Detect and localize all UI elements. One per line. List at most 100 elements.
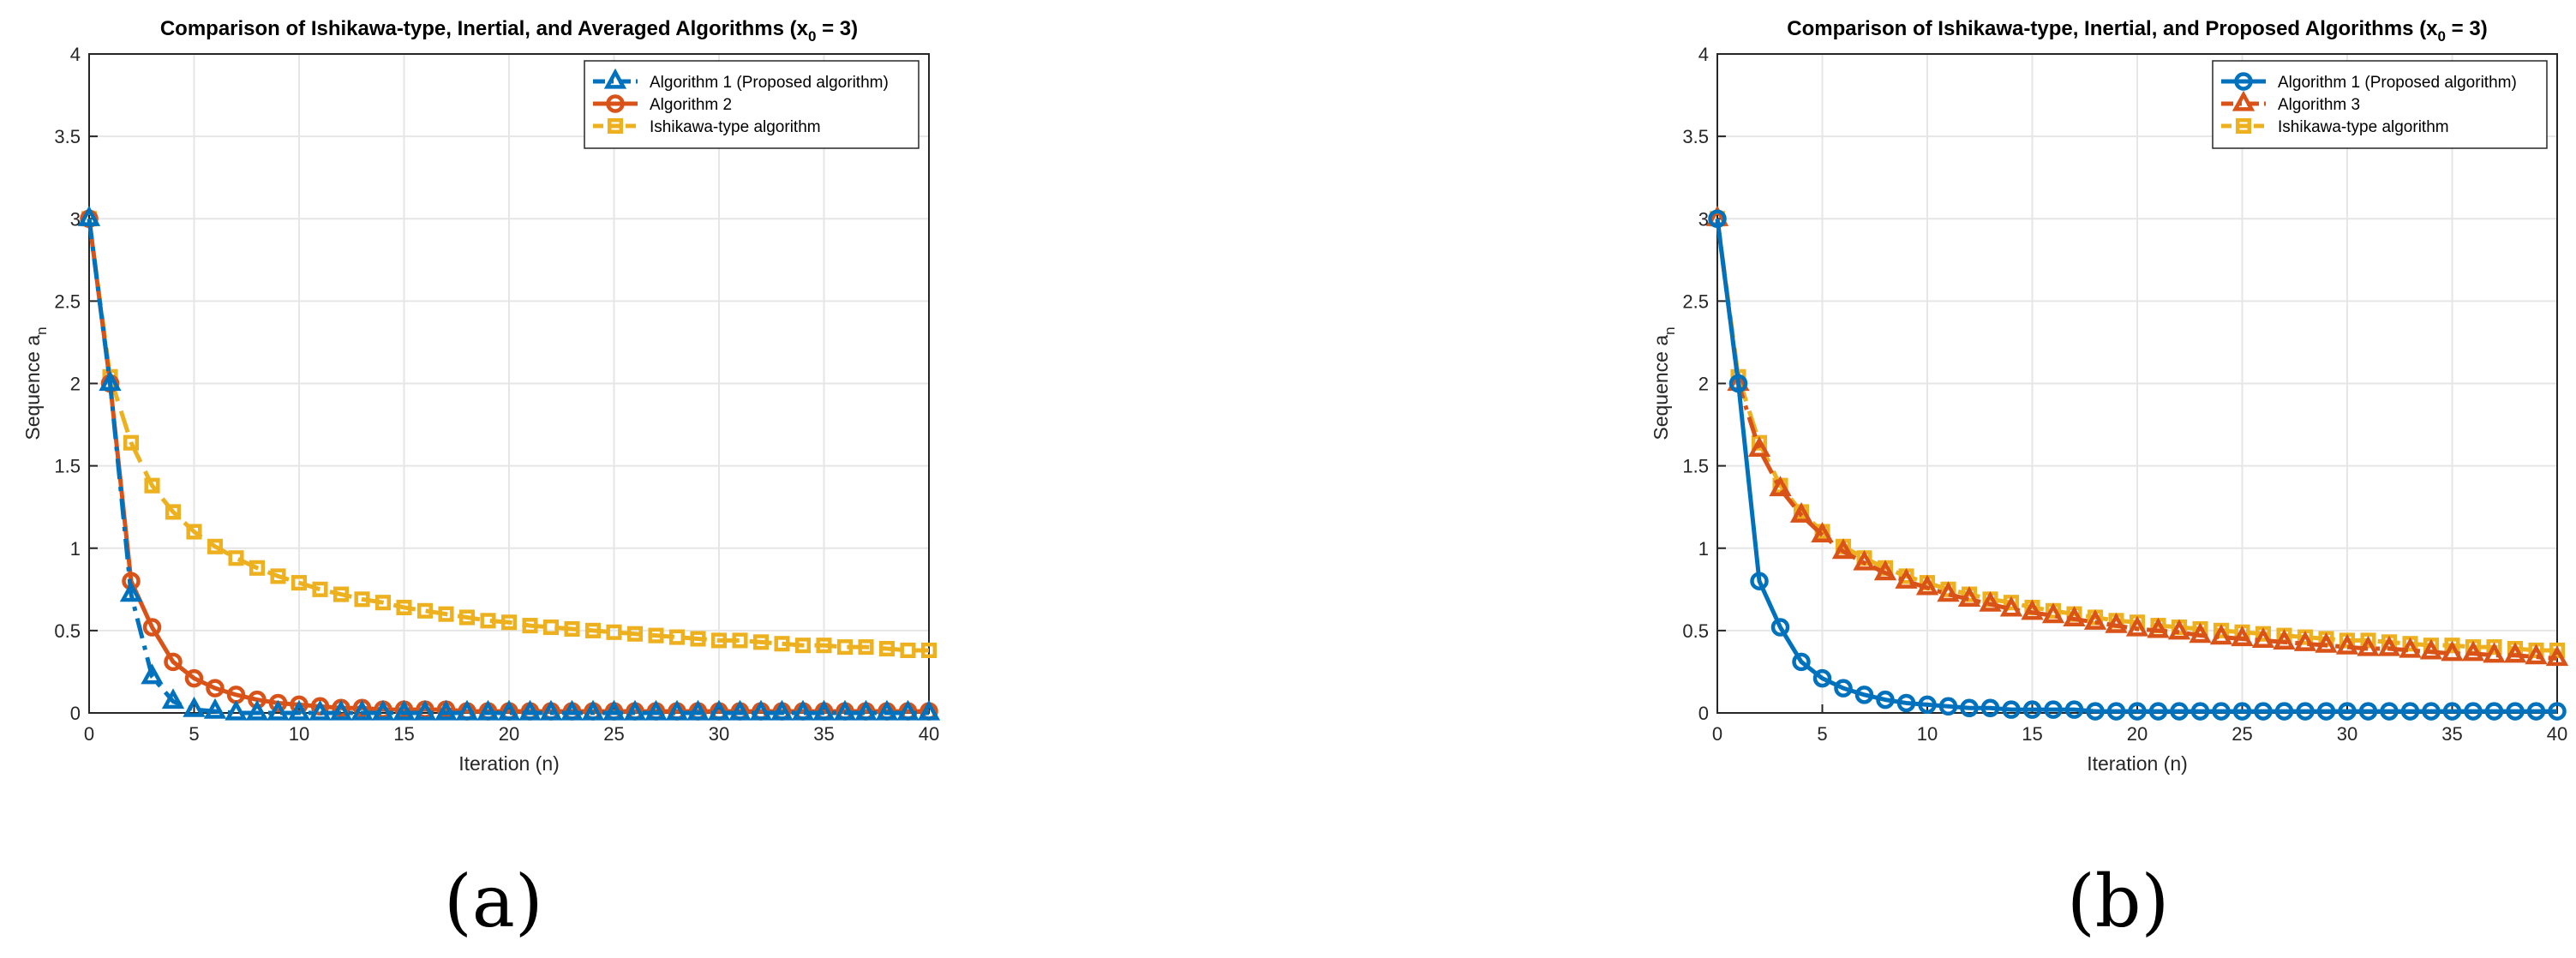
y-tick-label: 3.5	[1682, 126, 1709, 147]
data-point	[2483, 642, 2506, 663]
data-point	[2444, 638, 2460, 654]
data-point	[875, 699, 899, 721]
data-point	[2064, 700, 2084, 719]
data-point	[732, 632, 748, 649]
data-point	[1853, 549, 1876, 571]
x-tick-label: 10	[1917, 723, 1938, 745]
data-point	[2167, 619, 2191, 640]
data-point	[606, 624, 622, 640]
data-point	[2254, 702, 2273, 721]
data-point	[434, 699, 458, 721]
legend: Algorithm 1 (Proposed algorithm) Algorith…	[584, 60, 920, 149]
panel-label-a: (a)	[444, 859, 543, 943]
data-point	[2422, 702, 2441, 721]
data-point	[690, 631, 706, 647]
data-point	[2231, 626, 2254, 647]
series-algorithm-1-proposed-algorithm	[77, 205, 941, 721]
data-point	[2232, 702, 2252, 721]
x-tick-label: 35	[813, 723, 834, 745]
legend-box	[584, 60, 920, 149]
x-tick-label: 35	[2441, 723, 2462, 745]
data-point	[836, 639, 854, 656]
data-point	[416, 602, 434, 619]
data-point	[812, 699, 836, 721]
data-point	[774, 636, 790, 652]
legend-marker	[2232, 90, 2255, 111]
data-point	[1999, 596, 2023, 617]
data-point	[2293, 630, 2317, 651]
data-point	[438, 606, 454, 622]
y-tick-label: 2.5	[1682, 290, 1709, 312]
data-point	[2002, 700, 2021, 719]
data-point	[1957, 586, 1981, 607]
data-point	[1708, 209, 1727, 228]
data-point	[710, 632, 728, 649]
data-point	[1789, 502, 1813, 523]
data-point	[2441, 640, 2464, 662]
chart-title: Comparison of Ishikawa-type, Inertial, a…	[160, 17, 858, 45]
data-point	[2209, 624, 2233, 645]
data-point	[1812, 668, 1832, 688]
data-point	[267, 699, 290, 721]
series-line	[87, 218, 929, 716]
data-point	[2148, 702, 2168, 721]
data-point	[1854, 686, 1874, 704]
data-point	[1792, 652, 1811, 672]
legend-entry: Ishikawa-type algorithm	[2278, 118, 2449, 136]
data-point	[2358, 702, 2378, 721]
data-point	[2128, 702, 2147, 721]
data-point	[648, 627, 664, 644]
data-point	[542, 619, 560, 636]
data-point	[1895, 567, 1918, 589]
data-point	[77, 205, 101, 226]
x-tick-label: 40	[919, 723, 939, 745]
data-point	[1937, 581, 1960, 602]
data-point	[2335, 633, 2359, 655]
y-tick-label: 2	[70, 374, 81, 395]
data-point	[1769, 476, 1792, 497]
x-tick-label: 20	[499, 723, 519, 745]
data-point	[2486, 639, 2502, 656]
legend-marker	[607, 117, 624, 135]
data-point	[119, 581, 143, 602]
data-point	[186, 524, 202, 540]
data-point	[816, 638, 832, 654]
data-point	[644, 699, 668, 721]
data-point	[2083, 608, 2107, 630]
data-point	[1747, 436, 1771, 458]
data-point	[2086, 702, 2105, 721]
data-point	[2315, 632, 2338, 653]
y-tick-label: 0.5	[1682, 620, 1709, 642]
data-point	[2044, 700, 2063, 719]
y-tick-label: 2.5	[54, 290, 81, 312]
data-point	[480, 613, 496, 629]
data-point	[2525, 644, 2548, 665]
y-tick-label: 1	[70, 538, 81, 560]
data-point	[2190, 702, 2210, 721]
data-point	[770, 699, 794, 721]
data-point	[1938, 697, 1958, 716]
data-point	[2189, 622, 2212, 644]
data-point	[161, 688, 185, 710]
data-point	[245, 699, 269, 721]
data-point	[2360, 632, 2376, 649]
x-tick-label: 30	[709, 723, 729, 745]
data-point	[2147, 617, 2170, 638]
legend: Algorithm 1 (Proposed algorithm) Algorith…	[2212, 60, 2548, 149]
x-tick-label: 15	[2022, 723, 2042, 745]
data-point	[2503, 642, 2527, 663]
data-point	[249, 560, 266, 576]
legend-marker	[603, 68, 627, 89]
data-point	[309, 699, 332, 721]
data-point	[900, 642, 916, 658]
data-point	[2296, 702, 2315, 721]
data-point	[602, 699, 626, 721]
y-tick-label: 4	[70, 44, 81, 65]
x-tick-label: 25	[2232, 723, 2252, 745]
data-point	[455, 699, 479, 721]
data-point	[854, 699, 878, 721]
data-point	[1873, 560, 1897, 581]
data-point	[310, 697, 330, 716]
data-point	[268, 693, 288, 713]
data-point	[752, 634, 770, 650]
